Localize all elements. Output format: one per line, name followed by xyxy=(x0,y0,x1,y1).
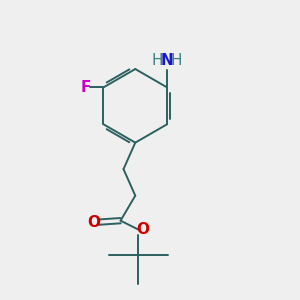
Text: O: O xyxy=(87,214,100,230)
Text: H: H xyxy=(152,52,164,68)
Text: O: O xyxy=(137,222,150,237)
Text: H: H xyxy=(171,52,182,68)
Text: N: N xyxy=(161,53,173,68)
Text: F: F xyxy=(80,80,91,95)
